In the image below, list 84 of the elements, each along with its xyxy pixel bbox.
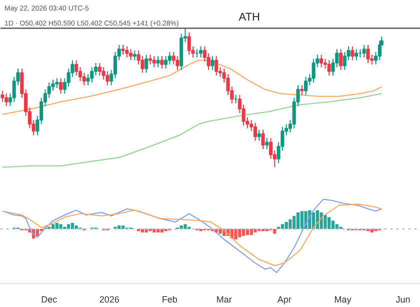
candlestick xyxy=(187,32,191,56)
bar xyxy=(121,225,125,229)
candlestick xyxy=(253,122,257,142)
candlestick xyxy=(121,44,125,56)
candlestick xyxy=(144,54,148,74)
bar xyxy=(296,212,300,229)
candlestick xyxy=(47,82,51,98)
bar xyxy=(70,222,74,229)
bar xyxy=(55,222,58,229)
candlestick xyxy=(362,44,366,58)
candlestick xyxy=(378,40,382,61)
candlestick xyxy=(327,60,331,76)
candlestick xyxy=(320,54,324,68)
bar xyxy=(254,228,257,232)
bar xyxy=(331,220,335,229)
x-tick-label: Dec xyxy=(41,294,58,304)
bar xyxy=(51,224,55,229)
bar xyxy=(59,224,62,229)
candlestick xyxy=(214,56,218,76)
candlestick xyxy=(152,56,156,68)
bar xyxy=(199,228,202,232)
bar xyxy=(160,228,164,232)
bar xyxy=(284,222,288,229)
candlestick xyxy=(59,78,63,94)
bar xyxy=(140,228,144,232)
bar xyxy=(280,224,284,229)
ref-line-label: ATH xyxy=(238,11,260,24)
candlestick xyxy=(106,70,110,86)
candlestick xyxy=(300,84,304,96)
bar xyxy=(118,225,121,229)
candlestick xyxy=(261,129,265,150)
x-tick-label: Feb xyxy=(162,294,178,304)
candlestick xyxy=(168,51,172,65)
candlestick xyxy=(125,46,129,58)
candlestick xyxy=(304,76,308,96)
bar xyxy=(292,216,296,229)
bar xyxy=(238,228,242,238)
candlestick xyxy=(176,56,180,70)
candlestick xyxy=(265,138,269,150)
bar xyxy=(374,228,378,232)
candlestick xyxy=(199,46,203,58)
x-tick-label: Apr xyxy=(277,294,292,304)
candlestick xyxy=(148,54,152,65)
bar xyxy=(164,228,168,232)
candlestick xyxy=(90,66,94,83)
bar xyxy=(144,228,148,232)
candlestick xyxy=(132,50,136,61)
candlestick xyxy=(55,78,59,89)
bar xyxy=(273,228,276,234)
bar xyxy=(148,228,152,232)
x-tick-label: Mar xyxy=(216,294,232,304)
x-tick-label: Jun xyxy=(396,294,410,304)
bar xyxy=(152,228,156,232)
candlestick xyxy=(366,44,370,64)
bar xyxy=(234,228,238,240)
candlestick xyxy=(129,48,133,61)
bar xyxy=(335,224,338,229)
bar xyxy=(328,217,331,229)
candlestick xyxy=(0,90,4,102)
candlestick xyxy=(98,62,102,76)
candlestick xyxy=(257,129,261,142)
candlestick xyxy=(156,56,160,68)
bar xyxy=(300,211,304,229)
candlestick xyxy=(210,56,214,70)
x-tick-label: May xyxy=(334,294,352,304)
bar xyxy=(288,219,292,229)
candlestick xyxy=(350,46,354,61)
bar xyxy=(324,214,327,229)
bar xyxy=(242,228,246,236)
candlestick xyxy=(339,48,343,70)
bar xyxy=(67,224,70,229)
candlestick xyxy=(206,52,210,70)
bar xyxy=(218,228,222,234)
candlestick xyxy=(164,56,168,70)
candlestick xyxy=(354,48,358,61)
candlestick xyxy=(160,56,164,70)
candlestick xyxy=(4,93,8,107)
candlestick xyxy=(312,58,316,83)
bar xyxy=(370,228,374,232)
bar xyxy=(184,224,187,229)
bar xyxy=(250,228,253,236)
bar xyxy=(74,225,78,229)
x-tick-label: 2026 xyxy=(99,294,120,304)
candlestick xyxy=(82,72,86,86)
